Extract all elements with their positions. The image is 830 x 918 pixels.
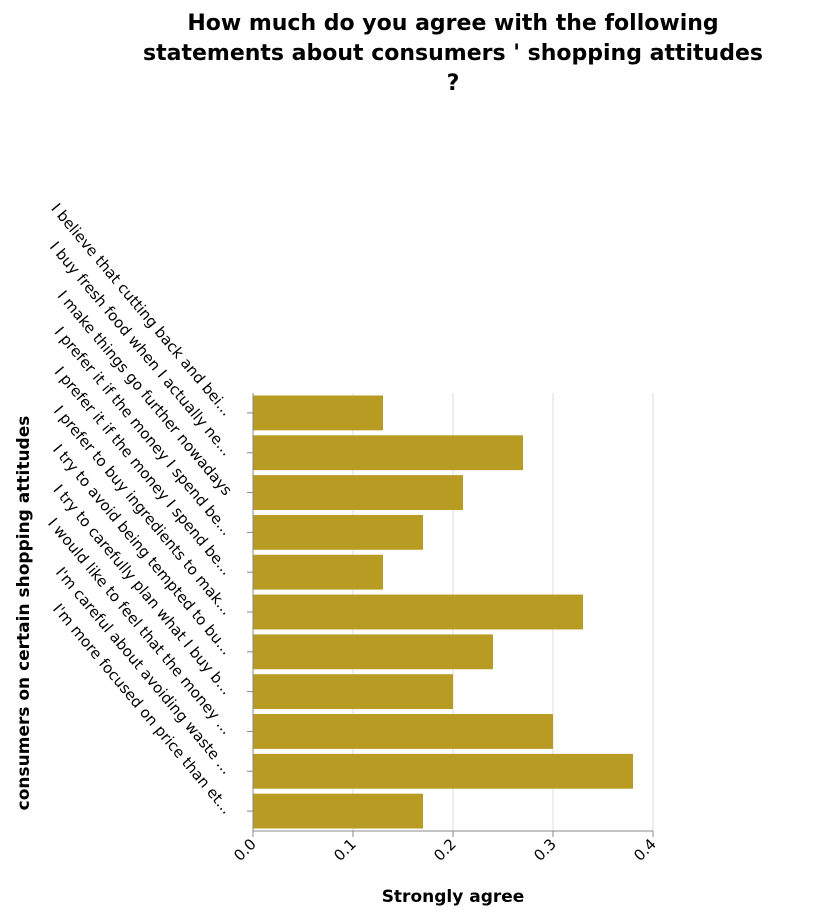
bar-5 bbox=[253, 594, 583, 630]
bar-3 bbox=[253, 514, 423, 550]
bars bbox=[253, 395, 633, 829]
bar-10 bbox=[253, 793, 423, 829]
bar-7 bbox=[253, 674, 453, 710]
axes bbox=[247, 393, 654, 837]
x-tick-label-0: 0.0 bbox=[230, 835, 260, 865]
x-tick-label-4: 0.4 bbox=[630, 835, 660, 865]
y-axis-title: consumers on certain shopping attitudes bbox=[14, 416, 34, 811]
bar-6 bbox=[253, 634, 493, 670]
bar-9 bbox=[253, 753, 633, 789]
chart-title: How much do you agree with the following… bbox=[143, 11, 763, 96]
chart-title-line-2: statements about consumers ' shopping at… bbox=[143, 41, 763, 66]
bar-0 bbox=[253, 395, 383, 431]
chart-title-line-3: ? bbox=[447, 71, 460, 96]
x-tick-label-2: 0.2 bbox=[430, 835, 460, 865]
bar-8 bbox=[253, 714, 553, 749]
bar-2 bbox=[253, 475, 463, 510]
x-tick-label-1: 0.1 bbox=[330, 835, 360, 865]
bar-4 bbox=[253, 554, 383, 590]
bar-1 bbox=[253, 435, 523, 471]
x-axis-title: Strongly agree bbox=[382, 887, 525, 907]
x-tick-label-3: 0.3 bbox=[530, 835, 560, 865]
chart-title-line-1: How much do you agree with the following bbox=[187, 11, 718, 36]
